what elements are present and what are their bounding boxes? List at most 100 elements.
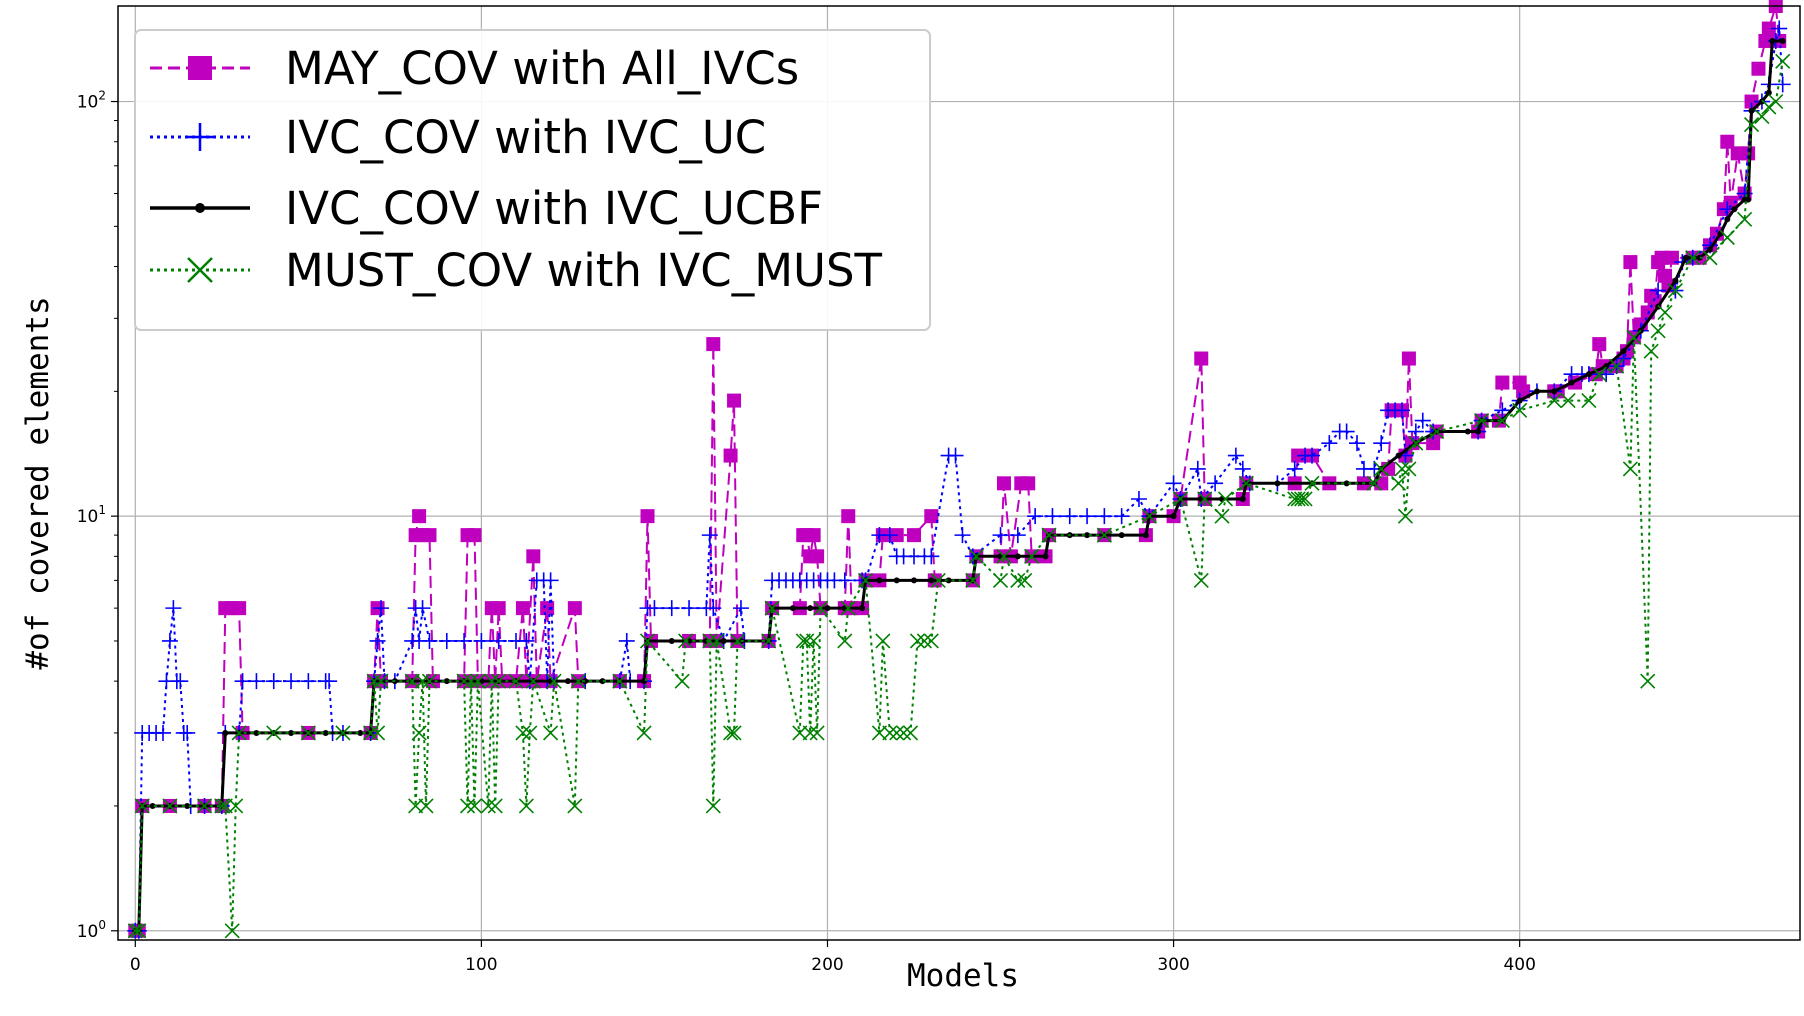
series-2-point <box>1407 423 1424 440</box>
series-4-point <box>456 673 472 689</box>
series-3-point <box>1475 428 1482 435</box>
series-4-point <box>902 725 919 741</box>
series-2-point <box>369 632 386 649</box>
x-tick-label: 300 <box>1157 955 1189 975</box>
legend-box <box>134 29 931 331</box>
series-4-point <box>930 572 946 588</box>
series-4-point <box>1775 53 1791 69</box>
series-4-point <box>965 572 981 588</box>
series-3-point <box>1551 388 1558 395</box>
series-4-point <box>889 725 905 741</box>
series-4-point <box>761 633 777 649</box>
series-3-point <box>1533 388 1540 395</box>
series-4-point <box>228 798 244 814</box>
series-4-point <box>1643 343 1659 359</box>
x-tick-label: 100 <box>465 955 497 975</box>
series-1-point <box>996 476 1011 491</box>
series-2-point <box>373 600 390 617</box>
series-4-point <box>1096 527 1112 543</box>
series-2-point <box>992 527 1009 544</box>
series-4-point <box>463 673 479 689</box>
series-4-point <box>134 798 150 814</box>
series-2-point <box>234 673 251 690</box>
series-3-point <box>1672 277 1679 284</box>
series-3-point <box>1731 206 1738 213</box>
series-2-point <box>881 527 898 544</box>
y-tick-label: 100 <box>77 918 106 942</box>
series-1-point <box>232 601 247 616</box>
series-3-point <box>720 637 727 644</box>
series-3-point <box>1769 37 1776 44</box>
series-4-point <box>837 633 853 649</box>
series-4-point <box>882 725 898 741</box>
series-4-point <box>923 633 939 649</box>
series-4-point <box>373 673 389 689</box>
series-4 <box>127 53 1791 939</box>
series-4-point <box>1560 393 1576 409</box>
series-3-point <box>1620 348 1627 355</box>
x-tick-label: 400 <box>1503 955 1535 975</box>
series-3-point <box>1042 553 1049 560</box>
series-4-point <box>806 633 822 649</box>
series-1-point <box>841 509 856 524</box>
series-3-point <box>1707 246 1714 253</box>
series-1-point <box>1720 134 1735 149</box>
series-4-point <box>709 633 725 649</box>
axis-ticks: 0 100 200 300 400 100 101 102 <box>77 89 1536 975</box>
series-1-point <box>467 528 482 543</box>
series-1-point <box>1664 250 1679 265</box>
series-3-point <box>1655 303 1662 310</box>
series-4-point <box>1737 211 1753 227</box>
x-tick-label: 200 <box>811 955 843 975</box>
series-4-point <box>1591 366 1607 382</box>
series-4-point <box>812 600 829 616</box>
series-1-point <box>907 528 922 543</box>
series-2-point <box>1130 490 1147 507</box>
series-2-point <box>165 600 182 617</box>
series-4-point <box>992 572 1009 588</box>
series-4-point <box>764 600 780 616</box>
series-2-point <box>732 600 749 617</box>
series-4-point <box>131 923 147 939</box>
series-4-point <box>1474 413 1490 429</box>
series-2-point <box>1414 412 1431 429</box>
y-tick-label: 101 <box>77 503 106 527</box>
series-2-point <box>1189 460 1206 477</box>
series-4-point <box>487 798 503 814</box>
series-2-point <box>473 632 490 649</box>
series-1-point <box>640 509 655 524</box>
series-3-point <box>1142 532 1149 539</box>
series-3-point <box>807 605 814 612</box>
series-4-point <box>363 725 379 741</box>
series-2-point <box>161 632 178 649</box>
series-4-point <box>508 673 524 689</box>
series-4-point <box>1193 572 1209 588</box>
series-4-point <box>1373 461 1389 477</box>
series-4-point <box>421 673 438 689</box>
series-3-point <box>1779 37 1786 44</box>
series-4-point <box>1172 491 1189 507</box>
series-2-point <box>836 572 853 589</box>
legend-label: MUST_COV with IVC_MUST <box>285 244 883 297</box>
series-4-point <box>1214 508 1230 524</box>
series-4-point <box>214 798 230 814</box>
series-4-point <box>543 725 559 741</box>
series-1-point <box>567 601 582 616</box>
series-4-point <box>335 725 351 741</box>
series-3-point <box>443 678 450 685</box>
series-1-point <box>1194 351 1209 366</box>
series-1-point <box>1592 337 1607 352</box>
series-4-point <box>196 798 213 814</box>
legend-point-icon <box>195 203 205 213</box>
series-2-point <box>265 673 282 690</box>
series-1-point <box>1661 278 1676 293</box>
series-3-point <box>582 678 589 685</box>
series-2-point <box>321 673 338 690</box>
legend-label: MAY_COV with All_IVCs <box>285 42 799 95</box>
series-3-point <box>357 729 364 736</box>
legend-label: IVC_COV with IVC_UCBF <box>285 182 823 235</box>
series-3-point <box>184 802 191 809</box>
series-2-point <box>1079 508 1096 525</box>
series-4-point <box>224 923 240 939</box>
